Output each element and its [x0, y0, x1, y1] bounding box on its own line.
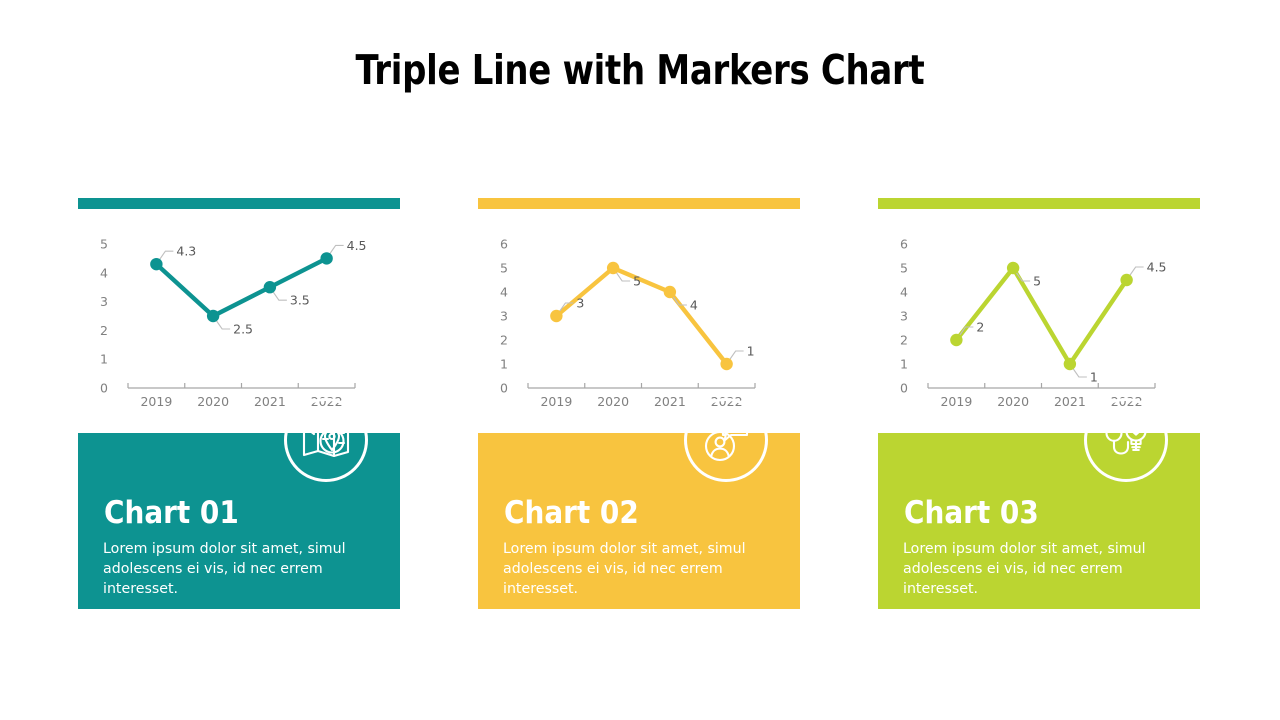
data-value-label: 5: [633, 274, 641, 289]
y-tick-label: 4: [500, 285, 508, 300]
card-accent-bar: [78, 198, 400, 209]
data-point-marker[interactable]: [1120, 273, 1133, 287]
data-value-label: 2: [976, 320, 984, 335]
y-tick-label: 6: [900, 237, 908, 252]
card-body-2: Lorem ipsum dolor sit amet, simul adoles…: [503, 541, 746, 597]
chart-card-3[interactable]: 6 5 4 3 2 1 0 2019 2020 2021 2022 2 5 1 4.5: [878, 198, 1200, 609]
y-tick-label: 5: [900, 261, 908, 276]
data-value-label: 1: [1090, 370, 1098, 385]
y-tick-label: 0: [100, 381, 108, 396]
map-pin-icon-glyph: [302, 419, 350, 458]
x-tick-label: 2021: [654, 394, 686, 409]
card-footer-2: Chart 02 Lorem ipsum dolor sit amet, sim…: [478, 398, 800, 609]
data-value-label: 4.3: [176, 244, 196, 259]
user-chat-icon[interactable]: [684, 398, 768, 482]
data-value-label: 4: [690, 298, 698, 313]
series-line: [954, 265, 1129, 367]
y-tick-label: 3: [100, 294, 108, 309]
map-pin-icon[interactable]: [284, 398, 368, 482]
data-value-label: 5: [1033, 274, 1041, 289]
y-tick-label: 0: [500, 381, 508, 396]
card-footer-1: Chart 01 Lorem ipsum dolor sit amet, sim…: [78, 398, 400, 609]
data-value-label: 2.5: [233, 322, 253, 337]
plug-bulb-icon-glyph: [1105, 419, 1147, 455]
data-value-label: 1: [747, 344, 755, 359]
data-point-marker[interactable]: [1063, 357, 1077, 371]
data-point-marker[interactable]: [206, 309, 220, 323]
y-tick-label: 1: [500, 357, 508, 372]
x-tick-label: 2021: [254, 394, 286, 409]
x-tick-label: 2020: [197, 394, 229, 409]
y-tick-label: 1: [900, 357, 908, 372]
data-value-label: 3: [576, 296, 584, 311]
y-tick-label: 4: [100, 265, 108, 280]
y-tick-label: 5: [500, 261, 508, 276]
y-tick-label: 1: [100, 352, 108, 367]
data-value-label: 4.5: [1147, 260, 1167, 275]
card-footer-3: Chart 03 Lorem ipsum dolor sit amet, sim…: [878, 398, 1200, 609]
data-point-marker[interactable]: [263, 281, 277, 294]
data-point-marker[interactable]: [1006, 261, 1020, 275]
chart-plot-area-1: 5 4 3 2 1 0 2019 2020 2021 2022 4.3 2.5 3.5 4.5: [78, 209, 400, 433]
x-tick-label: 2019: [940, 394, 972, 409]
chart-card-2[interactable]: 6 5 4 3 2 1 0 2019 2020 2021 2022 3 5 4 1 Chart 02: [478, 198, 800, 609]
y-tick-label: 2: [500, 333, 508, 348]
y-tick-label: 2: [900, 333, 908, 348]
card-heading-1: Chart 01: [104, 495, 239, 531]
series-line: [554, 265, 729, 367]
data-value-label: 3.5: [290, 293, 310, 308]
y-tick-label: 5: [100, 237, 108, 252]
y-tick-label: 4: [900, 285, 908, 300]
chart-card-1[interactable]: 5 4 3 2 1 0 2019 2020 2021 2022 4.3 2.5 3.5 4.5: [78, 198, 400, 609]
series-line: [154, 256, 329, 319]
card-heading-2: Chart 02: [504, 495, 639, 531]
data-point-marker[interactable]: [720, 357, 733, 371]
x-tick-label: 2019: [140, 394, 172, 409]
page-title: Triple Line with Markers Chart: [355, 46, 925, 94]
card-accent-bar: [878, 198, 1200, 209]
x-tick-label: 2020: [997, 394, 1029, 409]
data-point-marker[interactable]: [550, 309, 563, 323]
y-tick-label: 6: [500, 237, 508, 252]
data-point-marker[interactable]: [320, 252, 333, 265]
y-tick-label: 3: [900, 309, 908, 324]
x-tick-label: 2021: [1054, 394, 1086, 409]
card-body-3: Lorem ipsum dolor sit amet, simul adoles…: [903, 541, 1146, 597]
chart-plot-area-2: 6 5 4 3 2 1 0 2019 2020 2021 2022 3 5 4 1: [478, 209, 800, 433]
card-accent-bar: [478, 198, 800, 209]
plug-bulb-icon[interactable]: [1084, 398, 1168, 482]
card-heading-3: Chart 03: [904, 495, 1039, 531]
data-point-marker[interactable]: [606, 261, 620, 275]
chart-plot-area-3: 6 5 4 3 2 1 0 2019 2020 2021 2022 2 5 1 4.5: [878, 209, 1200, 433]
user-chat-icon-glyph: [704, 419, 749, 462]
y-tick-label: 2: [100, 323, 108, 338]
data-value-label: 4.5: [347, 238, 367, 253]
data-point-marker[interactable]: [663, 285, 677, 299]
data-point-marker[interactable]: [950, 333, 963, 347]
y-tick-label: 0: [900, 381, 908, 396]
data-point-marker[interactable]: [150, 257, 163, 271]
x-tick-label: 2019: [540, 394, 572, 409]
y-tick-label: 3: [500, 309, 508, 324]
x-tick-label: 2020: [597, 394, 629, 409]
card-body-1: Lorem ipsum dolor sit amet, simul adoles…: [103, 541, 346, 597]
